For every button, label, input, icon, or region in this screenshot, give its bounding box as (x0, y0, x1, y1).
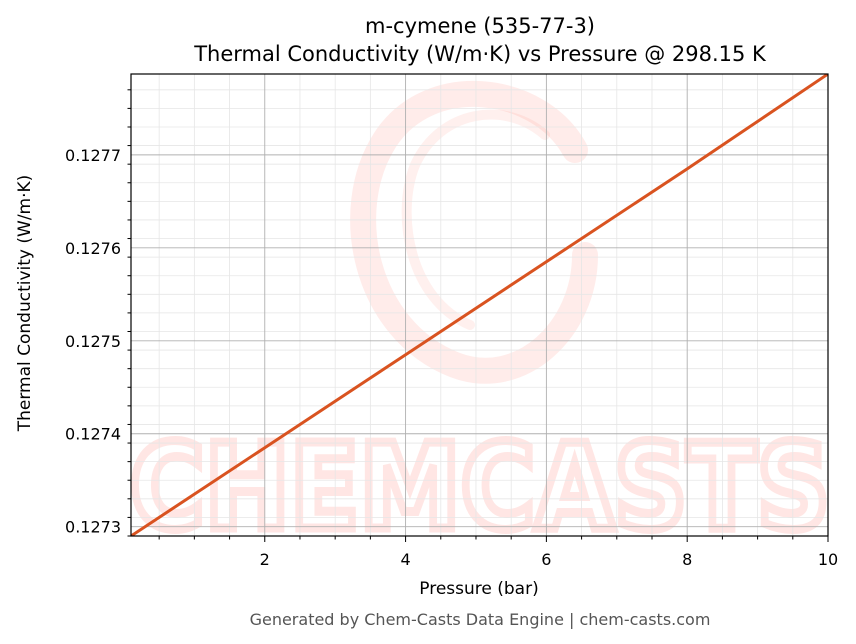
x-tick-label: 10 (818, 550, 838, 569)
y-tick-label: 0.1275 (65, 332, 121, 351)
y-tick-label: 0.1276 (65, 239, 121, 258)
x-tick-label: 2 (260, 550, 270, 569)
footer-credit: Generated by Chem-Casts Data Engine | ch… (250, 610, 711, 629)
y-axis-ticks: 0.1273 0.1274 0.1275 0.1276 0.1277 (65, 89, 131, 537)
series-line-0 (131, 74, 828, 536)
x-axis-label: Pressure (bar) (419, 579, 538, 599)
x-tick-label: 8 (682, 550, 692, 569)
x-tick-label: 6 (541, 550, 551, 569)
watermark-swirl-outer (350, 81, 598, 384)
series-layer (131, 74, 828, 536)
plot-frame (130, 73, 829, 537)
x-tick-label: 4 (400, 550, 410, 569)
x-axis-ticks: 2 4 6 8 10 (158, 536, 838, 569)
y-tick-label: 0.1274 (65, 425, 121, 444)
y-axis-label: Thermal Conductivity (W/m·K) (15, 175, 35, 433)
y-tick-label: 0.1277 (65, 146, 121, 165)
watermark-text: CHEMCASTS (130, 418, 830, 556)
chart-subtitle: Thermal Conductivity (W/m·K) vs Pressure… (193, 42, 767, 66)
watermark-swirl-inner (401, 109, 550, 330)
minor-grid (131, 74, 828, 537)
chart-title: m-cymene (535-77-3) (365, 14, 595, 38)
y-tick-label: 0.1273 (65, 518, 121, 537)
